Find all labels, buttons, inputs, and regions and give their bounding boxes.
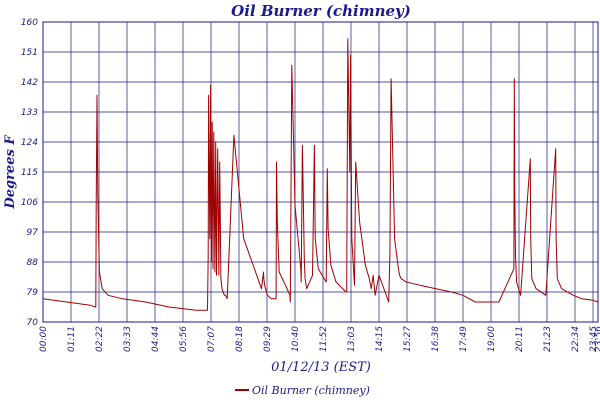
x-tick-label: 23:56 — [594, 326, 600, 352]
x-tick-labels: 00:00 01:11 02:22 03:33 04:44 05:56 07:07 08:18… — [39, 326, 600, 352]
y-tick-label: 70 — [27, 318, 39, 328]
x-axis-label: 01/12/13 (EST) — [271, 360, 371, 375]
x-tick-label: 16:38 — [431, 326, 441, 352]
x-tick-label: 21:23 — [543, 326, 553, 352]
chart-title: Oil Burner (chimney) — [231, 2, 411, 20]
y-tick-label: 142 — [21, 78, 38, 88]
y-tick-label: 160 — [21, 18, 38, 28]
x-tick-label: 03:33 — [123, 326, 133, 352]
series-layer — [42, 38, 599, 311]
x-tick-label: 00:00 — [39, 326, 49, 352]
y-tick-label: 115 — [21, 168, 38, 178]
x-tick-label: 07:07 — [207, 326, 217, 352]
y-tick-label: 88 — [27, 258, 39, 268]
x-tick-label: 17:49 — [459, 326, 469, 352]
x-tick-label: 13:03 — [347, 326, 357, 352]
y-tick-labels: 70 79 88 97 106 115 124 133 142 151 160 — [21, 18, 38, 328]
x-tick-label: 11:52 — [319, 326, 329, 352]
plot-frame — [42, 21, 599, 323]
x-tick-label: 14:15 — [375, 326, 385, 352]
series-line — [42, 38, 599, 311]
x-tick-label: 01:11 — [67, 326, 77, 352]
legend: Oil Burner (chimney) — [235, 384, 370, 397]
x-tick-label: 20:11 — [515, 326, 525, 352]
y-tick-label: 124 — [21, 138, 38, 148]
legend-label: Oil Burner (chimney) — [252, 384, 370, 397]
y-tick-label: 79 — [27, 288, 39, 298]
x-tick-label: 05:56 — [179, 326, 189, 352]
x-tick-label: 09:29 — [263, 326, 273, 352]
x-tick-label: 23:45 — [589, 326, 599, 352]
x-tick-label: 10:40 — [291, 326, 301, 352]
y-axis-label: Degrees F — [3, 135, 18, 210]
x-tick-label: 08:18 — [235, 326, 245, 352]
x-tick-label: 22:34 — [571, 326, 581, 352]
y-tick-label: 151 — [21, 48, 38, 58]
x-tick-label: 15:27 — [403, 326, 413, 352]
y-tick-label: 97 — [27, 228, 39, 238]
x-tick-label: 04:44 — [151, 326, 161, 352]
x-tick-label: 02:22 — [95, 326, 105, 352]
y-tick-label: 106 — [21, 198, 38, 208]
x-tick-label: 19:00 — [487, 326, 497, 352]
y-tick-label: 133 — [21, 108, 38, 118]
